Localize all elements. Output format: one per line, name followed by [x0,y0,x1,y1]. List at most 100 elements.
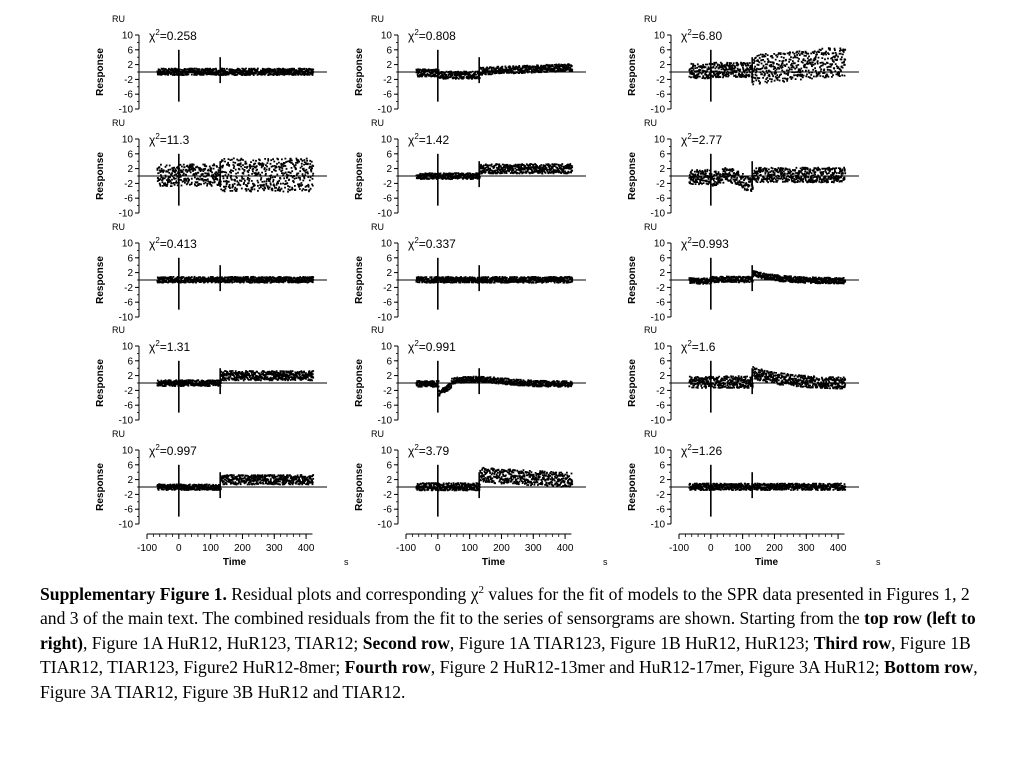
x-tick-label: 300 [266,543,283,554]
y-axis-title: Response [627,256,638,304]
y-tick-label: 2 [659,60,665,71]
y-unit-label: RU [112,429,125,439]
y-tick-label: -10 [651,313,666,324]
y-tick-label: 10 [654,135,666,146]
chi-superscript: 2 [414,132,419,141]
chi-value: =2.77 [692,133,723,147]
y-tick-label: -6 [656,401,665,412]
chi-superscript: 2 [414,28,419,37]
chi-squared-label: χ2=0.993 [681,236,729,251]
chi-squared-label: χ2=11.3 [149,132,190,147]
y-tick-label: 6 [659,253,665,264]
chi-value: =0.808 [419,29,456,43]
residual-points [688,270,847,285]
chi-superscript: 2 [155,28,160,37]
y-tick-label: -10 [651,209,666,220]
chi-superscript: 2 [687,132,692,141]
chi-value: =0.258 [160,29,197,43]
y-tick-label: -2 [124,283,133,294]
y-tick-label: 10 [381,446,393,457]
chi-symbol: χ [681,444,688,458]
y-tick-label: 6 [127,149,133,160]
chi-superscript: 2 [414,339,419,348]
y-tick-label: 6 [386,149,392,160]
chi-squared-label: χ2=6.80 [681,28,722,43]
chi-symbol: χ [681,340,688,354]
chi-symbol: χ [149,340,156,354]
x-tick-label: 200 [766,543,783,554]
x-unit-label: s [344,557,349,567]
y-axis-title: Response [95,48,106,96]
y-tick-label: 6 [659,45,665,56]
caption-text-4: , Figure 1A TIAR123, Figure 1B HuR12, Hu… [449,632,814,653]
y-tick-label: -2 [383,283,392,294]
y-tick-label: -6 [656,194,665,205]
y-axis-title: Response [95,152,106,200]
y-unit-label: RU [112,325,125,335]
chi-squared-label: χ2=0.808 [408,28,456,43]
y-axis-title: Response [627,48,638,96]
y-axis-title: Response [95,359,106,407]
y-tick-label: -10 [378,209,393,220]
chi-symbol: χ [149,29,156,43]
y-tick-label: 2 [127,60,133,71]
chi-symbol: χ [149,237,156,251]
chi-symbol: χ [408,237,415,251]
x-tick-label: 100 [202,543,219,554]
y-tick-label: 6 [659,149,665,160]
y-tick-label: 10 [381,135,393,146]
x-unit-label: s [603,557,608,567]
chi-superscript: 2 [155,339,160,348]
chi-value: =0.991 [419,340,456,354]
chi-symbol: χ [408,29,415,43]
y-tick-label: 2 [127,164,133,175]
y-unit-label: RU [371,14,384,24]
residual-points [156,275,315,284]
y-tick-label: 2 [659,475,665,486]
y-tick-label: -2 [383,386,392,397]
chi-squared-label: χ2=3.79 [408,443,449,458]
chi-value: =11.3 [160,133,190,147]
y-tick-label: 2 [386,164,392,175]
y-tick-label: 6 [127,253,133,264]
caption-text-3: , Figure 1A HuR12, HuR123, TIAR12; [83,632,363,653]
y-tick-label: 2 [127,475,133,486]
y-tick-label: 10 [122,239,134,250]
y-tick-label: -10 [651,105,666,116]
residual-points [415,63,574,80]
residual-plots-figure: RU1062-2-6-10Responseχ2=0.258RU1062-2-6-… [95,14,881,568]
caption-lead: Supplementary Figure 1. [40,583,227,604]
y-tick-label: 2 [386,371,392,382]
y-tick-label: -10 [119,105,134,116]
y-tick-label: -10 [651,520,666,531]
y-tick-label: -6 [124,505,133,516]
y-tick-label: -2 [383,490,392,501]
caption-text-2: values for the fit of models to the SPR … [40,583,970,629]
y-tick-label: 10 [381,342,393,353]
caption-text-6: , Figure 2 HuR12-13mer and HuR12-17mer, … [430,657,885,678]
y-tick-label: 2 [659,371,665,382]
figure-caption: Supplementary Figure 1. Residual plots a… [40,578,985,704]
y-tick-label: -6 [383,90,392,101]
y-tick-label: -6 [124,401,133,412]
x-tick-label: 0 [708,543,714,554]
chi-superscript: 2 [155,236,160,245]
chi-superscript: 2 [687,28,692,37]
y-tick-label: 10 [381,239,393,250]
x-tick-label: -100 [137,543,157,554]
chi-superscript: 2 [414,236,419,245]
chi-superscript: 2 [687,339,692,348]
y-tick-label: -2 [656,75,665,86]
y-tick-label: 2 [127,371,133,382]
y-tick-label: -2 [124,179,133,190]
chi-squared-label: χ2=0.997 [149,443,197,458]
x-tick-label: 400 [830,543,847,554]
y-tick-label: 6 [127,356,133,367]
chi-squared-label: χ2=2.77 [681,132,722,147]
